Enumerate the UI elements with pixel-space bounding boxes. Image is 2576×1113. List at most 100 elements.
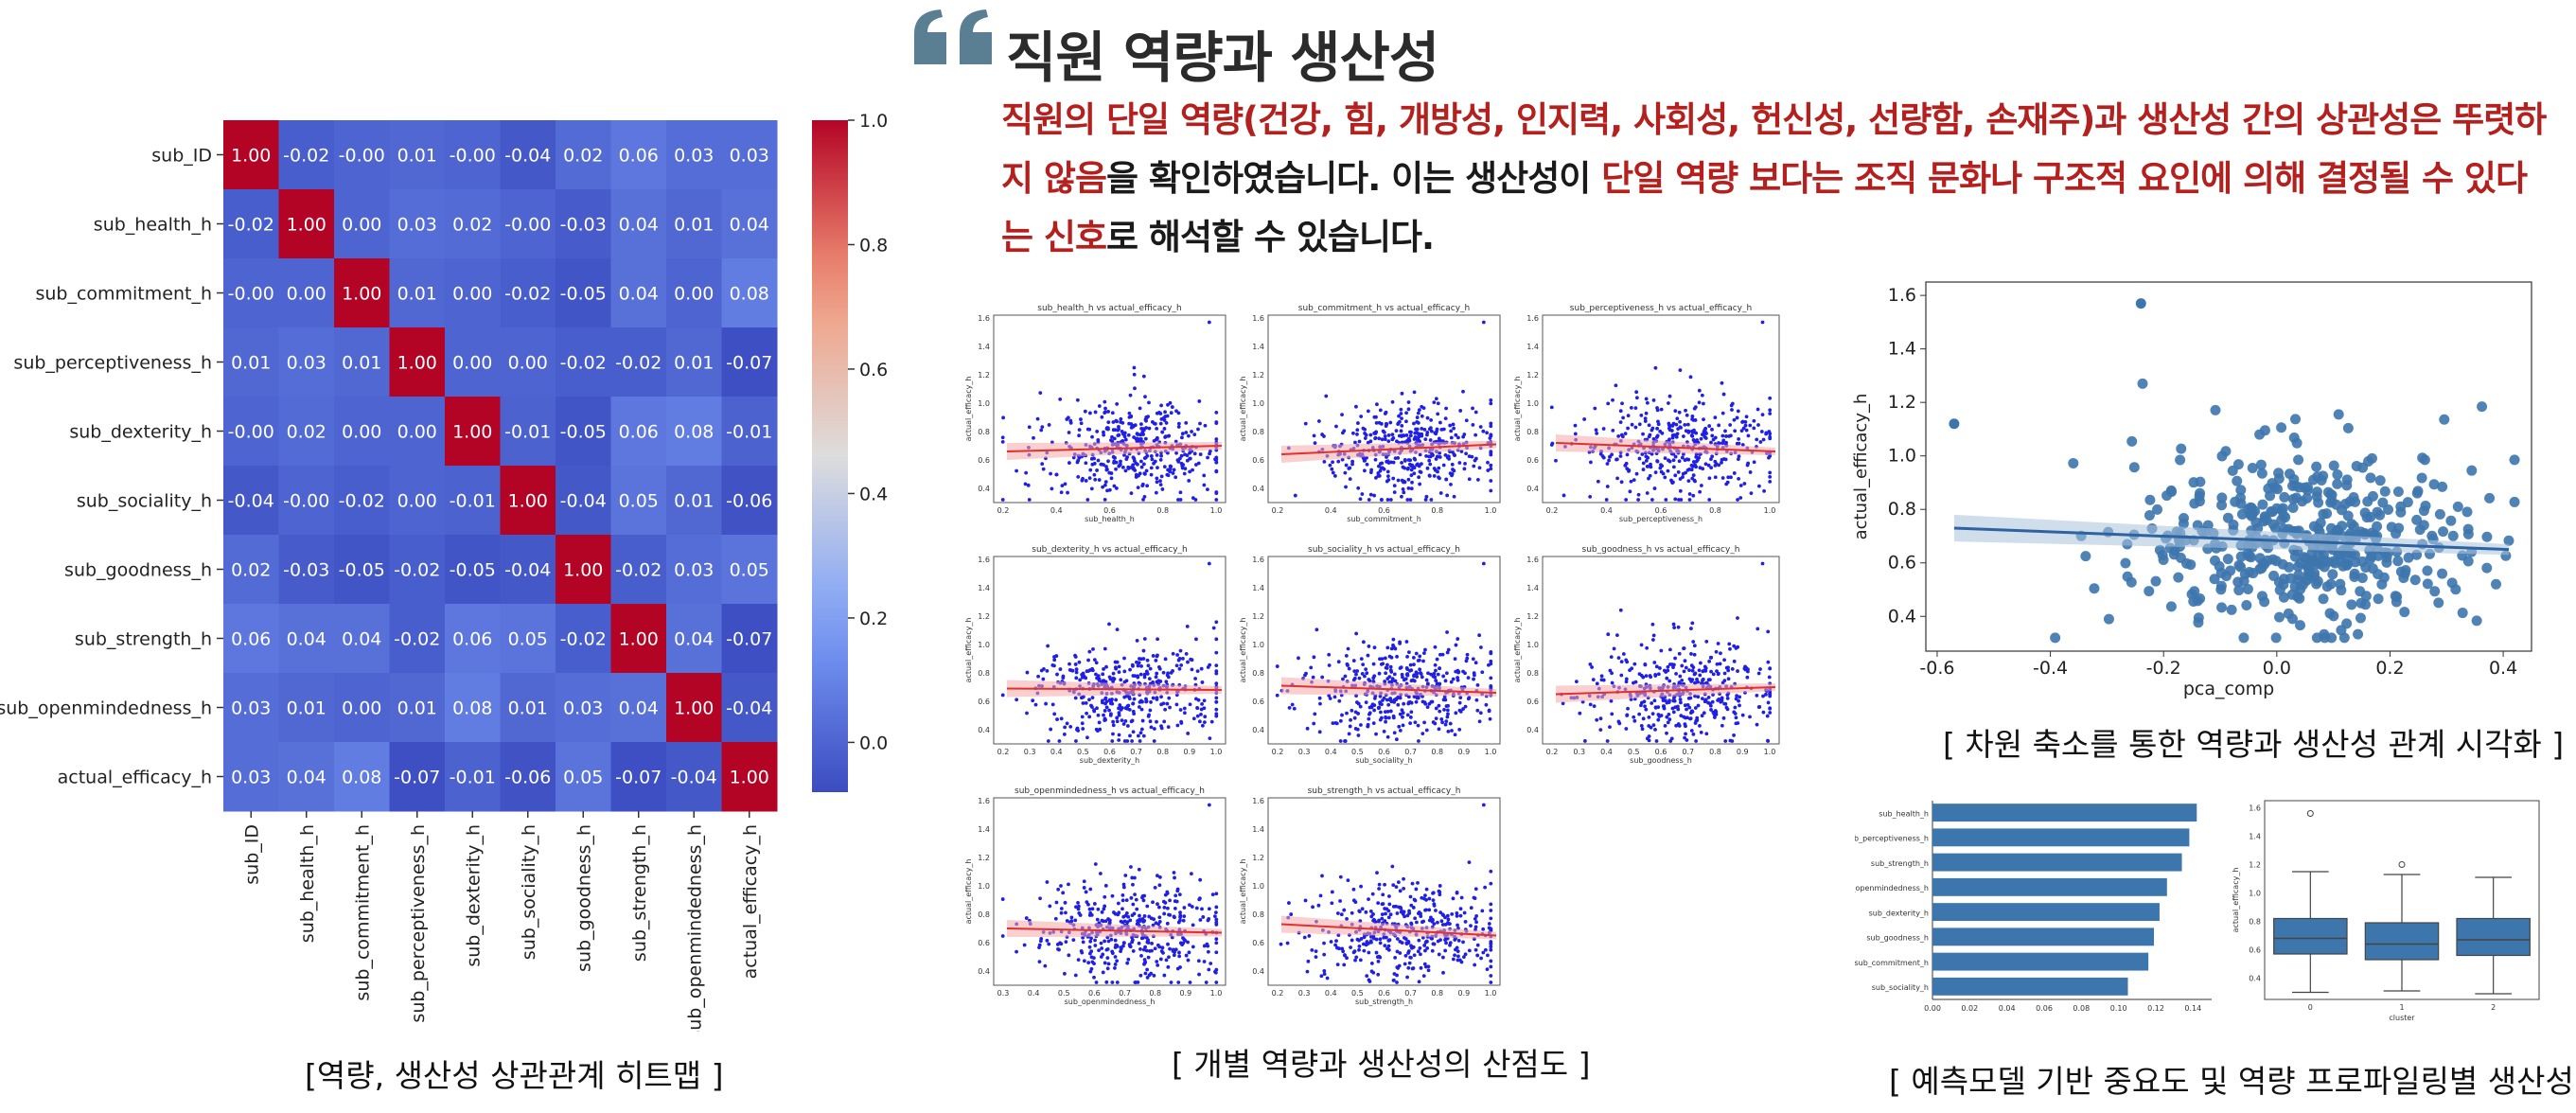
scatter-point (1149, 971, 1154, 976)
pca-point (2360, 561, 2372, 573)
scatter-point (1187, 479, 1191, 483)
scatter-point (1768, 711, 1773, 715)
scatter-point (1690, 621, 1695, 626)
scatter-point (1456, 637, 1460, 641)
scatter-point (1400, 910, 1404, 913)
scatter-point (1363, 436, 1367, 440)
pca-ytick-label: 1.0 (1888, 446, 1916, 467)
scatter-point (1214, 671, 1219, 676)
scatter-point (1115, 719, 1120, 724)
scatter-point (1615, 476, 1619, 481)
scatter-point (1441, 970, 1445, 975)
scatter-point (1606, 401, 1611, 406)
scatter-point (1372, 431, 1377, 435)
scatter-point (1714, 649, 1719, 654)
scatter-point (1171, 471, 1175, 475)
scatter-point (1650, 451, 1654, 456)
scatter-point (1689, 433, 1694, 438)
scatter-point (1595, 717, 1599, 722)
subplot-ytick: 0.8 (978, 669, 990, 678)
scatter-point (1332, 474, 1337, 478)
heatmap-cell (610, 742, 667, 812)
scatter-point (1658, 666, 1662, 670)
heatmap-cell (721, 604, 778, 674)
scatter-point (1644, 458, 1649, 463)
subplot-ytick: 0.4 (1526, 485, 1539, 493)
pca-point (2278, 510, 2289, 521)
scatter-point (1683, 422, 1687, 427)
pca-point (2080, 551, 2091, 562)
pca-point (2477, 401, 2488, 413)
scatter-point (1148, 719, 1153, 724)
scatter-point (1136, 733, 1140, 738)
scatter-point (1412, 456, 1417, 461)
scatter-point (1106, 962, 1111, 966)
subplot-ytick: 0.6 (978, 698, 990, 706)
subplot-xtick: 0.6 (1103, 748, 1116, 756)
scatter-point (1764, 432, 1769, 436)
scatter-point (1175, 653, 1180, 657)
scatter-point (1173, 906, 1177, 910)
scatter-point (1320, 433, 1325, 436)
scatter-point (1317, 696, 1322, 700)
scatter-point (1191, 945, 1195, 949)
scatter-point (1122, 680, 1127, 684)
scatter-point (1610, 712, 1614, 716)
scatter-point (1292, 706, 1297, 711)
scatter-point (1316, 903, 1321, 908)
pca-point (2299, 552, 2310, 563)
scatter-point (1116, 912, 1120, 917)
scatter-point (1113, 955, 1118, 959)
scatter-point (1179, 663, 1184, 667)
scatter-point (1650, 426, 1655, 431)
scatter-point (1200, 680, 1205, 684)
scatter-point (1387, 894, 1391, 898)
scatter-point (1350, 910, 1354, 915)
scatter-point (1102, 433, 1106, 437)
scatter-point (1391, 883, 1396, 887)
pca-fit-line (1953, 526, 2510, 552)
subplot-xtick: 1.0 (1210, 989, 1223, 998)
pca-point (2173, 572, 2184, 583)
scatter-point (1740, 419, 1745, 424)
scatter-point (1644, 707, 1649, 712)
scatter-point (1736, 409, 1740, 414)
pca-point (2241, 599, 2252, 610)
subplot-xtick: 0.4 (1050, 748, 1063, 756)
scatter-point (1115, 660, 1120, 664)
heatmap-cell-value: 1.00 (397, 353, 437, 374)
scatter-point (1057, 739, 1062, 743)
scatter-point (1438, 476, 1441, 481)
scatter-point (1214, 468, 1219, 473)
scatter-point (1306, 959, 1311, 963)
scatter-point (1455, 891, 1459, 894)
scatter-point (1081, 701, 1085, 705)
scatter-point (1667, 428, 1672, 433)
scatter-point (1386, 478, 1391, 482)
scatter-point (1314, 955, 1318, 960)
scatter-point (1724, 705, 1729, 710)
scatter-point (1100, 698, 1104, 703)
scatter-point (1455, 914, 1459, 918)
scatter-point (1354, 672, 1358, 677)
scatter-point (1671, 421, 1676, 426)
scatter-point (1147, 400, 1151, 405)
scatter-point (1409, 430, 1413, 434)
scatter-point (1178, 910, 1182, 915)
scatter-point (1473, 661, 1478, 665)
heatmap-cell (389, 327, 446, 398)
scatter-point (1687, 492, 1692, 496)
scatter-point (1459, 450, 1464, 453)
scatter-point (1598, 728, 1603, 732)
pca-point (2334, 548, 2345, 559)
scatter-point (1138, 919, 1142, 924)
scatter-point (1489, 974, 1493, 978)
scatter-point (1443, 915, 1447, 920)
scatter-point (1682, 669, 1686, 674)
colorbar-tick-label: 0.2 (859, 609, 888, 629)
scatter-point (1467, 454, 1472, 459)
scatter-point (1138, 433, 1143, 437)
scatter-point (1394, 737, 1399, 742)
heatmap-row-label: sub_sociality_h (77, 491, 212, 512)
heatmap-cell-value: 0.08 (674, 422, 714, 443)
